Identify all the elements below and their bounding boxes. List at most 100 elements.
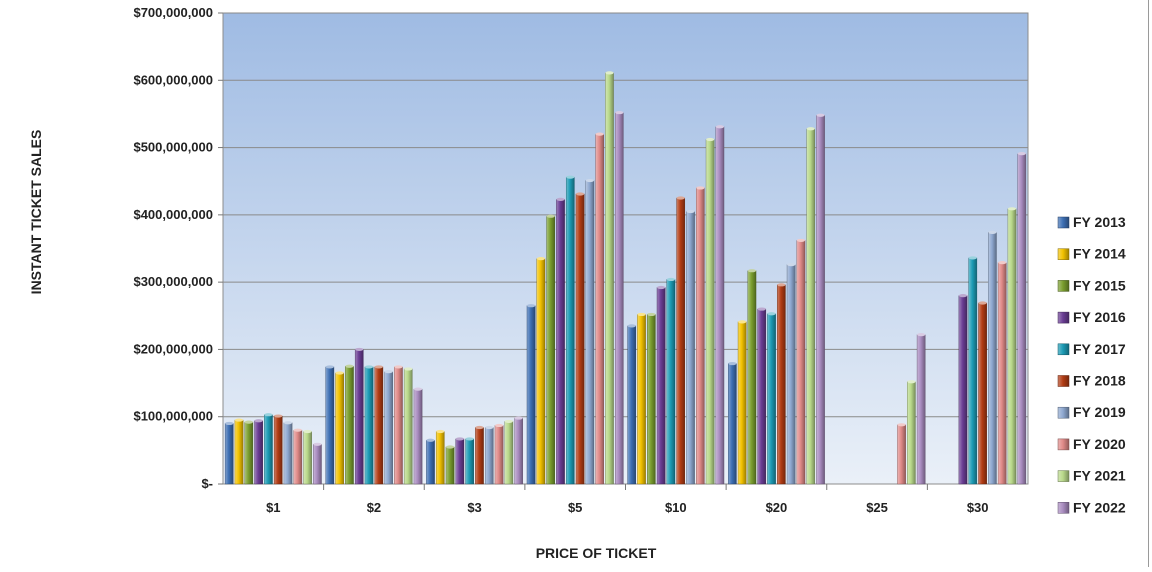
bar — [335, 372, 344, 485]
bar — [757, 308, 767, 485]
bar-cap — [345, 364, 354, 368]
bar — [997, 262, 1007, 485]
x-tick-label: $2 — [367, 500, 381, 515]
bar-cap — [485, 425, 494, 430]
bar-cap — [475, 425, 484, 430]
bar-cap — [605, 71, 614, 75]
bar — [1017, 153, 1027, 485]
x-tick-label: $25 — [866, 500, 888, 515]
bar — [565, 176, 575, 485]
bar-cap — [274, 414, 283, 418]
bar — [354, 349, 364, 485]
bar-cap — [514, 416, 523, 420]
bar-cap — [657, 285, 666, 290]
bar-cap — [254, 419, 263, 423]
legend-swatch — [1057, 216, 1070, 229]
bar-cap — [615, 110, 624, 115]
bar-cap — [738, 320, 747, 324]
bar-cap — [413, 387, 423, 391]
y-tick-label: $700,000,000 — [133, 5, 213, 20]
legend-label: FY 2019 — [1073, 404, 1126, 420]
bar-cap — [1007, 207, 1017, 211]
bar-cap — [394, 365, 403, 369]
bar-cap — [575, 192, 585, 196]
bar-cap — [494, 423, 504, 428]
bar-cap — [526, 304, 536, 308]
bar-cap — [536, 256, 545, 261]
bar-cap — [234, 418, 244, 422]
x-axis-label: PRICE OF TICKET — [536, 545, 657, 561]
bar — [656, 287, 666, 485]
bar — [767, 313, 776, 485]
bar — [637, 314, 646, 485]
bar-cap — [728, 361, 737, 366]
bar-cap — [225, 421, 234, 426]
bar-cap — [988, 230, 997, 234]
bars — [224, 71, 1027, 485]
bar — [244, 421, 254, 485]
bar — [455, 438, 465, 485]
legend-label: FY 2020 — [1073, 436, 1126, 452]
bar-cap — [757, 307, 766, 311]
bar-cap — [364, 365, 374, 369]
bar — [413, 388, 423, 485]
bar-cap — [455, 437, 464, 441]
bar-cap — [355, 347, 364, 352]
bar-cap — [546, 214, 555, 218]
bar — [666, 279, 676, 485]
bar-cap — [293, 428, 302, 432]
bar-cap — [978, 301, 987, 305]
bar — [445, 446, 455, 485]
bar — [313, 444, 322, 485]
bar — [988, 232, 997, 485]
bar-cap — [566, 175, 575, 179]
bar — [696, 187, 705, 485]
bar — [435, 431, 445, 485]
legend-label: FY 2014 — [1073, 246, 1126, 262]
bar — [627, 325, 637, 485]
bar — [514, 417, 523, 485]
bar — [647, 314, 656, 485]
bar — [254, 420, 263, 485]
bar-cap — [244, 420, 253, 424]
bar — [303, 431, 312, 485]
bar — [426, 440, 435, 485]
bar — [978, 302, 987, 485]
bar-cap — [907, 380, 916, 384]
bar — [968, 257, 978, 485]
y-tick-label: $600,000,000 — [133, 72, 213, 87]
bar-cap — [666, 277, 676, 282]
bar — [715, 126, 725, 485]
bar — [494, 425, 504, 485]
bar-cap — [404, 367, 413, 371]
bar — [325, 366, 335, 485]
bar — [273, 415, 283, 485]
y-axis-label: INSTANT TICKET SALES — [28, 130, 44, 295]
bar-cap — [283, 421, 293, 425]
bar — [777, 284, 786, 485]
bar-cap — [264, 413, 273, 417]
bar — [614, 112, 624, 485]
bar-cap — [627, 324, 636, 328]
bar — [705, 139, 715, 485]
y-tick-label: $- — [201, 476, 213, 491]
bar-cap — [585, 178, 594, 183]
bar — [475, 427, 484, 485]
bar — [264, 414, 273, 485]
bar — [686, 211, 695, 485]
bar-cap — [647, 312, 656, 317]
bar — [234, 419, 244, 485]
bar-cap — [504, 419, 513, 424]
legend-label: FY 2018 — [1073, 373, 1126, 389]
bar-cap — [958, 294, 968, 298]
bar-cap — [796, 238, 806, 243]
bar-cap — [335, 371, 344, 375]
x-tick-label: $1 — [266, 500, 280, 515]
bar — [806, 128, 816, 485]
legend-label: FY 2017 — [1073, 341, 1126, 357]
bar — [384, 371, 393, 485]
legend-swatch — [1057, 470, 1070, 482]
y-tick-label: $400,000,000 — [133, 207, 213, 222]
